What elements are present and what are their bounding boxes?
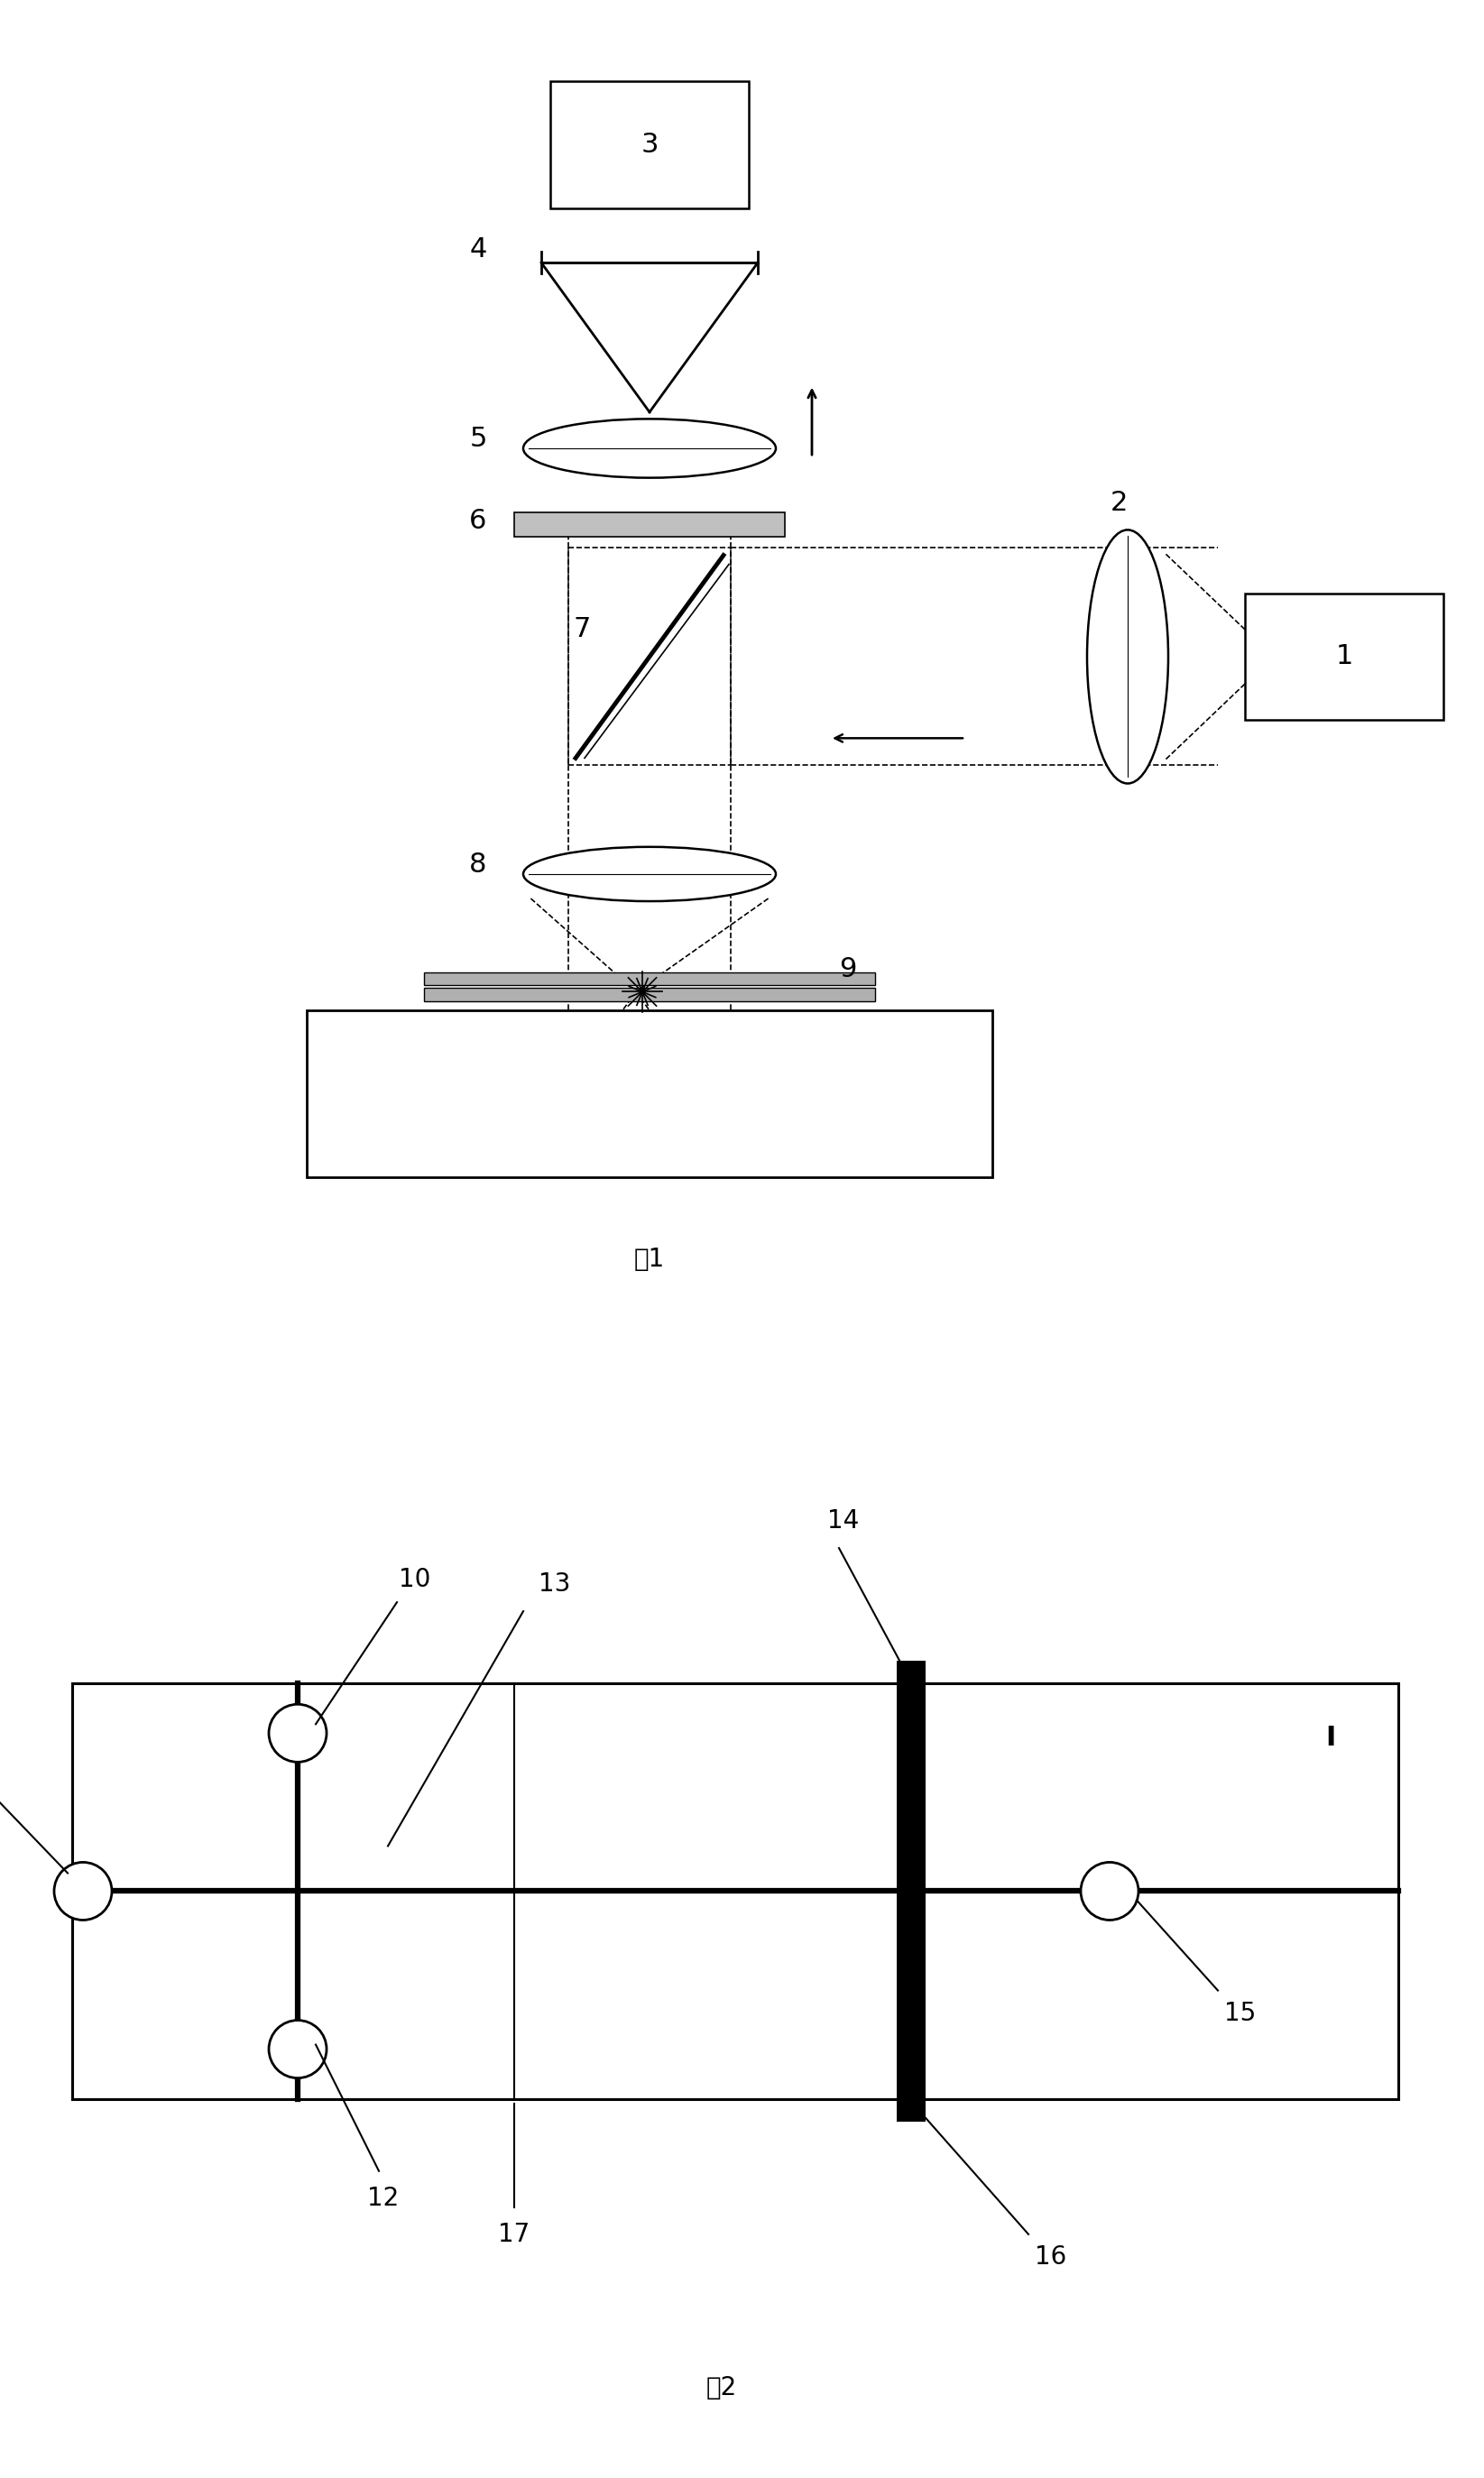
Text: 3: 3 [641,131,659,159]
Text: 14: 14 [828,1509,859,1534]
Circle shape [1080,1863,1138,1920]
Text: 17: 17 [499,2223,530,2248]
Text: 15: 15 [1224,2000,1257,2025]
Text: I: I [1325,1725,1336,1752]
Text: 图1: 图1 [634,1246,665,1271]
Text: 12: 12 [368,2186,399,2210]
Bar [551,82,749,208]
Bar [73,1683,1398,2099]
Circle shape [269,2020,326,2079]
Text: 9: 9 [840,957,856,981]
Text: 2: 2 [1110,491,1128,515]
Bar [307,1011,993,1177]
Text: 13: 13 [539,1571,571,1596]
Ellipse shape [524,419,776,478]
Text: 5: 5 [469,426,487,453]
Text: 6: 6 [469,508,487,533]
Text: 16: 16 [1034,2245,1067,2270]
Ellipse shape [1088,530,1168,783]
Bar [1245,592,1444,721]
Ellipse shape [524,847,776,902]
Text: 1: 1 [1336,644,1353,669]
Circle shape [269,1705,326,1762]
Text: 10: 10 [399,1566,430,1593]
Text: 4: 4 [469,235,487,263]
Text: 图2: 图2 [706,2374,738,2401]
Text: 7: 7 [573,617,591,642]
Bar [515,513,785,538]
Text: 8: 8 [469,852,487,877]
Bar [896,1660,926,2121]
Circle shape [53,1863,111,1920]
Bar [424,989,876,1001]
Bar [424,974,876,986]
